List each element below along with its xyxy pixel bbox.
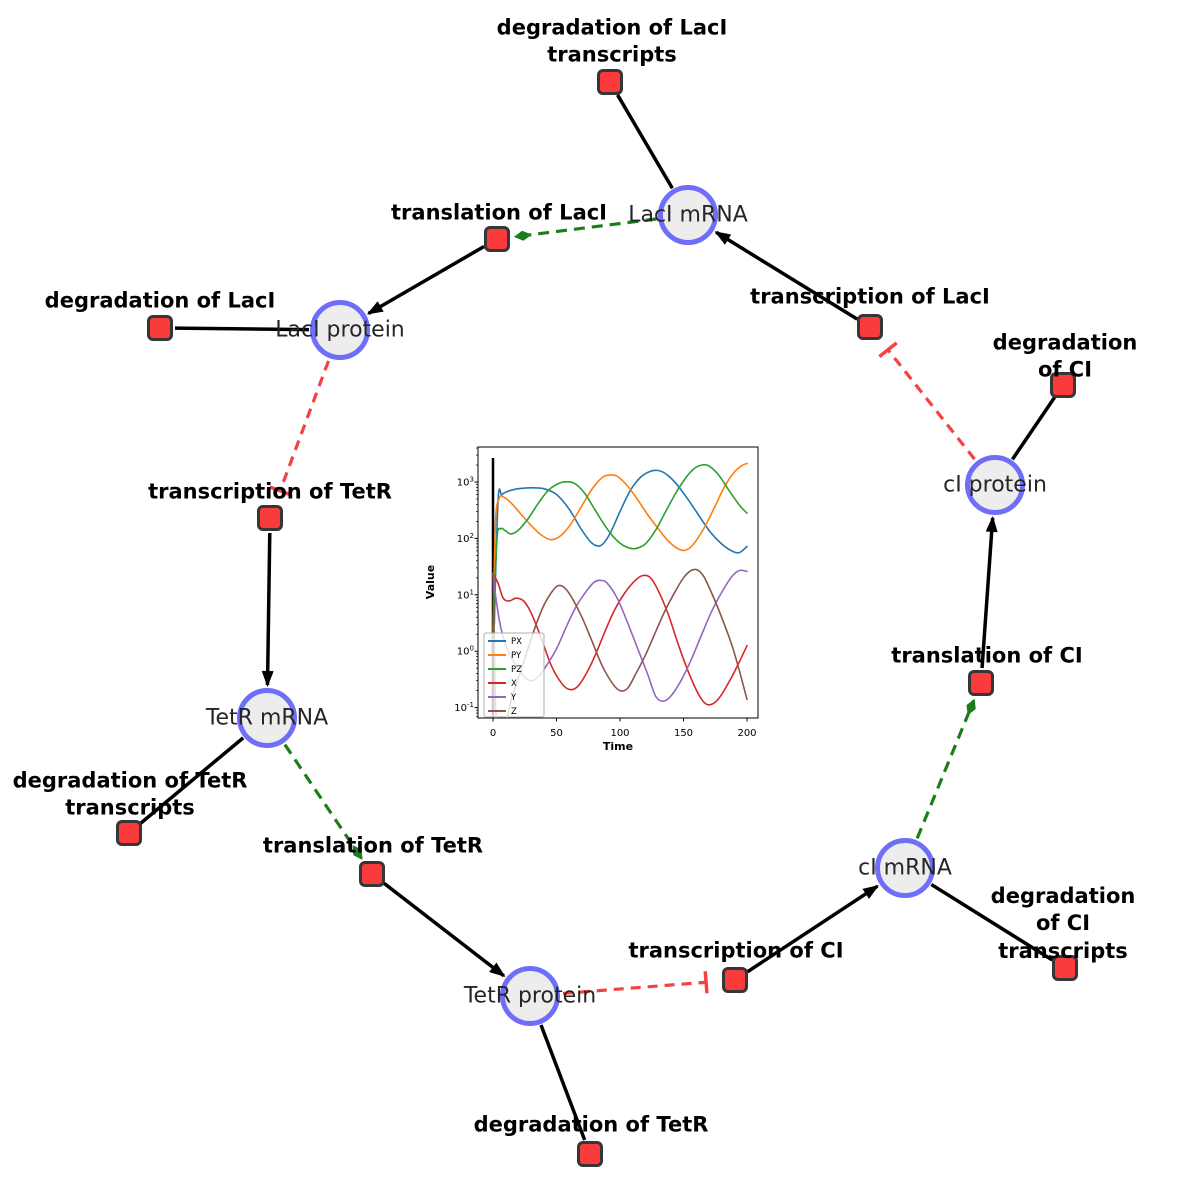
legend-label-Z: Z [511, 707, 517, 717]
chart-x-tick-label: 150 [674, 728, 693, 739]
edge-transcription-ci-ci-mrna [746, 884, 880, 974]
chart-y-tick-label: 101 [457, 588, 474, 601]
legend-label-X: X [511, 679, 517, 689]
reaction-node-deg-laci [147, 315, 173, 341]
edge-tetr-protein-transcription-ci [562, 971, 709, 996]
reaction-label-translation-ci: translation of CI [891, 643, 1083, 668]
edge-laci-protein-transcription-tetr [269, 360, 330, 497]
species-label-tetr-protein: TetR protein [463, 983, 597, 1009]
species-node-ci-protein [965, 455, 1025, 515]
species-node-ci-mrna [875, 838, 935, 898]
edge-transcription-laci-laci-mrna [714, 230, 859, 321]
species-node-tetr-mrna [237, 688, 297, 748]
reaction-node-deg-ci-transcripts [1052, 955, 1078, 981]
species-node-tetr-protein [500, 966, 560, 1026]
edge-ci-protein-transcription-laci [878, 341, 976, 461]
edge-laci-mrna-deg-laci-transcripts [616, 94, 674, 190]
chart-x-axis-label: Time [603, 740, 633, 753]
chart-x-tick-label: 50 [550, 728, 563, 739]
chart-y-tick-label: 102 [457, 532, 474, 545]
chart-x-tick-label: 200 [737, 728, 756, 739]
chart-y-axis-label: Value [424, 565, 437, 599]
reaction-label-deg-tetr: degradation of TetR [473, 1112, 709, 1137]
species-node-laci-protein [310, 300, 370, 360]
legend-label-PZ: PZ [511, 665, 522, 675]
reaction-label-deg-laci-transcripts: degradation of LacI transcripts [496, 15, 728, 67]
edge-translation-ci-ci-protein [980, 515, 998, 669]
edge-translation-tetr-tetr-protein [382, 881, 506, 978]
species-label-ci-protein: cI protein [943, 472, 1047, 498]
reaction-node-deg-tetr [577, 1141, 603, 1167]
reaction-label-transcription-ci: transcription of CI [628, 938, 844, 963]
chart-x-tick-label: 100 [610, 728, 629, 739]
edge-transcription-tetr-tetr-mrna [261, 532, 274, 688]
reaction-label-deg-tetr-transcripts: degradation of TetR transcripts [12, 768, 248, 820]
edge-ci-protein-deg-ci [1010, 396, 1057, 461]
legend-label-PY: PY [511, 651, 522, 661]
edge-tetr-mrna-translation-tetr [283, 743, 363, 860]
species-label-laci-protein: LacI protein [275, 317, 405, 343]
edge-laci-mrna-translation-laci [513, 217, 657, 241]
reaction-label-translation-laci: translation of LacI [391, 200, 607, 225]
edge-translation-laci-laci-protein [366, 245, 485, 315]
reaction-node-deg-laci-transcripts [597, 69, 623, 95]
legend-label-Y: Y [510, 693, 517, 703]
chart-series-PY [492, 462, 748, 635]
reaction-node-translation-laci [484, 226, 510, 252]
chart-series-PX [493, 469, 748, 626]
chart-series-PZ [492, 463, 748, 643]
reaction-node-deg-tetr-transcripts [116, 820, 142, 846]
legend-label-PX: PX [511, 637, 522, 647]
reaction-label-deg-ci: degradation of CI [992, 330, 1138, 382]
edge-ci-mrna-deg-ci-transcripts [930, 882, 1054, 962]
chart-y-tick-label: 100 [457, 645, 474, 658]
reaction-label-deg-ci-transcripts: degradation of CI transcripts [990, 884, 1136, 963]
reaction-label-transcription-tetr: transcription of TetR [148, 479, 392, 504]
reaction-node-translation-ci [968, 670, 994, 696]
species-label-ci-mrna: cI mRNA [858, 855, 952, 881]
reaction-label-translation-tetr: translation of TetR [262, 833, 484, 858]
reaction-node-transcription-ci [722, 967, 748, 993]
reaction-node-transcription-laci [857, 314, 883, 340]
chart-y-tick-label: 10-1 [454, 701, 474, 714]
species-label-tetr-mrna: TetR mRNA [205, 705, 329, 731]
reaction-node-translation-tetr [359, 861, 385, 887]
reaction-label-transcription-laci: transcription of LacI [750, 284, 990, 309]
edge-laci-protein-deg-laci [174, 326, 310, 332]
edge-ci-mrna-translation-ci [915, 698, 976, 840]
species-label-laci-mrna: LacI mRNA [628, 202, 748, 228]
species-node-laci-mrna [658, 185, 718, 245]
inset-chart: 0 50 100 150 200 103 102 101 100 10-1 Time Value PX P… [424, 446, 759, 753]
edge-tetr-protein-deg-tetr [539, 1024, 587, 1141]
reaction-node-transcription-tetr [257, 505, 283, 531]
chart-x-tick-label: 0 [490, 728, 496, 739]
edge-tetr-mrna-deg-tetr-transcripts [139, 736, 245, 825]
reaction-node-deg-ci [1050, 372, 1076, 398]
reaction-label-deg-laci: degradation of LacI [44, 288, 276, 313]
chart-y-tick-label: 103 [457, 476, 474, 489]
chart-series-X [492, 572, 748, 706]
